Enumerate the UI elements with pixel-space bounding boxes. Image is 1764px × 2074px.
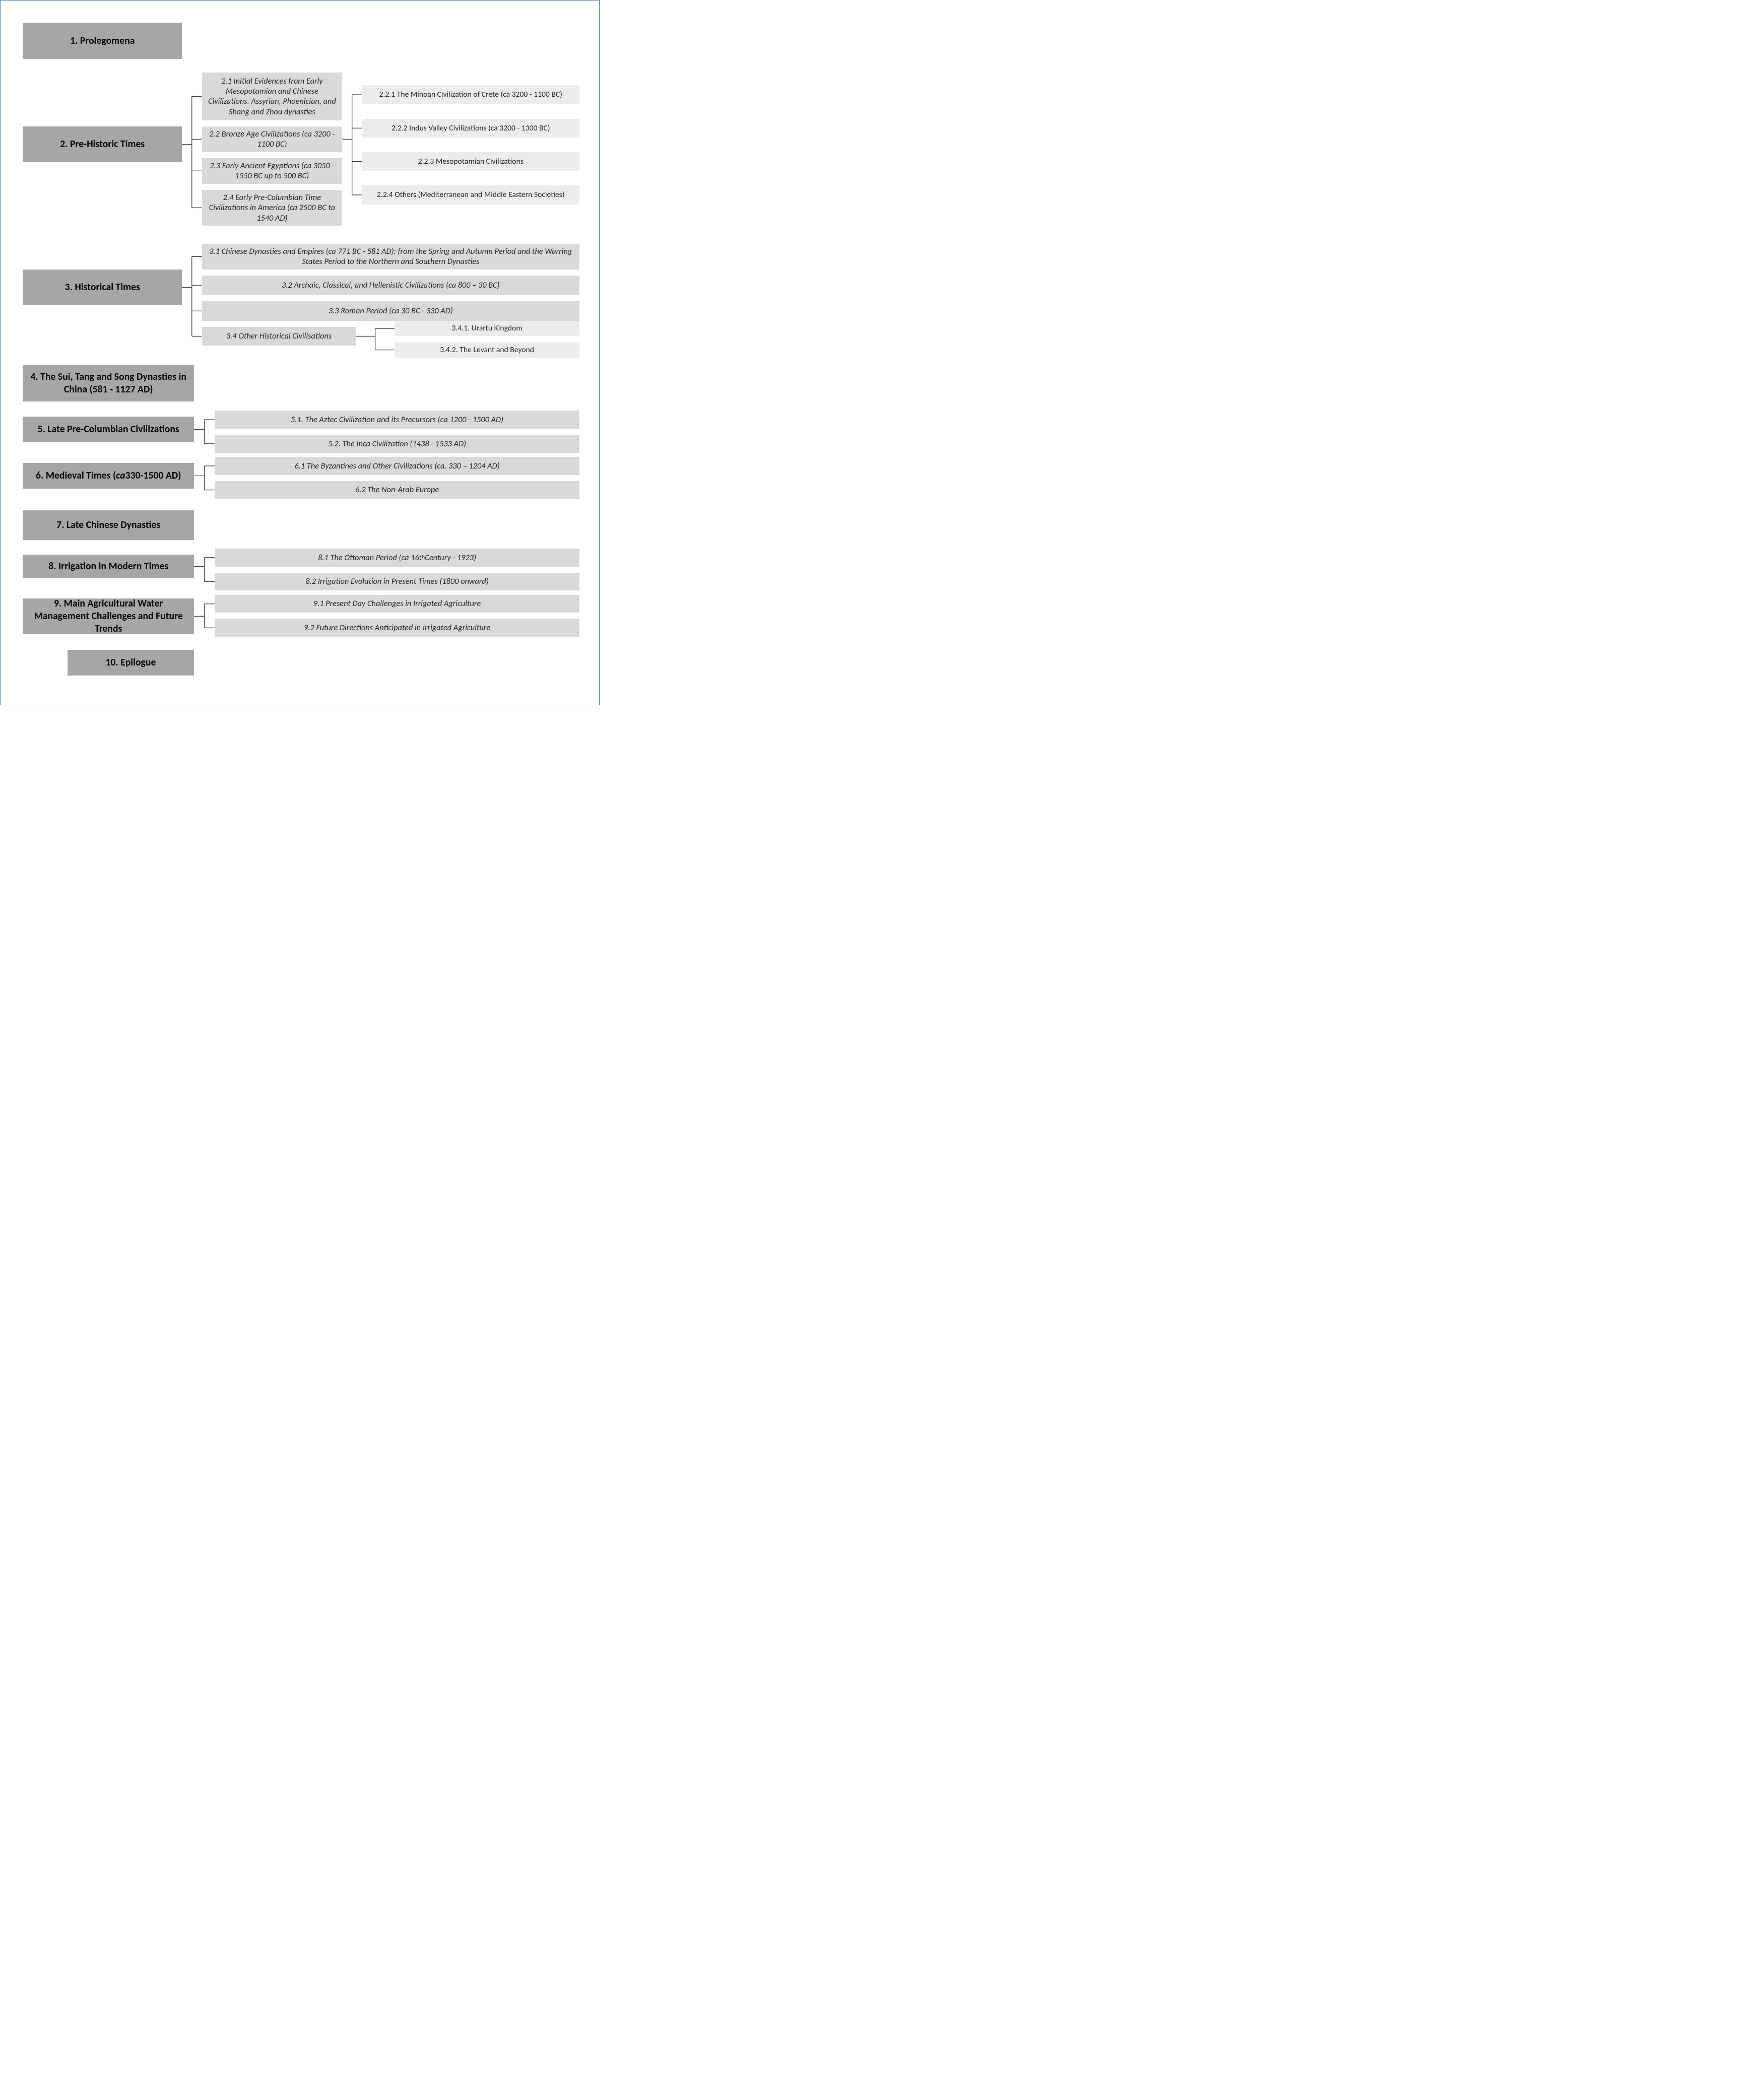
node-n8: 8. Irrigation in Modern Times (23, 555, 194, 579)
node-n221: 2.2.1 The Minoan Civilization of Crete (… (362, 85, 579, 104)
node-n4: 4. The Sui, Tang and Song Dynasties in C… (23, 365, 194, 401)
node-n32: 3.2 Archaic, Classical, and Hellenistic … (202, 276, 580, 295)
connector-n6 (194, 466, 215, 490)
node-n223: 2.2.3 Mesopotamian Civilizations (362, 152, 579, 171)
node-n222: 2.2.2 Indus Valley Civilizations (ca 320… (362, 119, 579, 138)
node-n6: 6. Medieval Times (ca 330-1500 AD) (23, 463, 194, 489)
node-n22: 2.2 Bronze Age Civilizations (ca 3200 - … (202, 126, 343, 152)
node-n61: 6.1 The Byzantines and Other Civilizatio… (215, 457, 579, 475)
node-n82: 8.2 Irrigation Evolution in Present Time… (215, 573, 579, 591)
node-n7: 7. Late Chinese Dynasties (23, 510, 194, 541)
node-n2: 2. Pre-Historic Times (23, 126, 182, 162)
node-n3: 3. Historical Times (23, 270, 182, 305)
connector-n8 (194, 558, 215, 582)
connector-n34 (356, 328, 395, 350)
node-n21: 2.1 Initial Evidences from Early Mesopot… (202, 73, 343, 120)
connector-n5 (194, 420, 215, 444)
node-n52: 5.2. The Inca Civilization (1438 - 1533 … (215, 435, 579, 453)
node-n62: 6.2 The Non-Arab Europe (215, 481, 579, 499)
node-n1: 1. Prolegomena (23, 23, 182, 58)
node-n24: 2.4 Early Pre-Columbian Time Civilizatio… (202, 190, 343, 226)
node-n342: 3.4.2. The Levant and Beyond (395, 342, 579, 358)
node-n224: 2.2.4 Others (Mediterranean and Middle E… (362, 185, 579, 204)
node-n33: 3.3 Roman Period (ca 30 BC - 330 AD) (202, 301, 580, 321)
node-n10: 10. Epilogue (68, 650, 194, 676)
node-n31: 3.1 Chinese Dynasties and Empires (ca 77… (202, 244, 580, 270)
node-n92: 9.2 Future Directions Anticipated in Irr… (215, 619, 579, 637)
node-n34: 3.4 Other Historical Civilisations (202, 327, 356, 346)
connector-n9 (194, 604, 215, 628)
connector-n2 (182, 96, 202, 208)
connector-n3 (182, 256, 202, 336)
node-n9: 9. Main Agricultural Water Management Ch… (23, 598, 194, 634)
node-n341: 3.4.1. Urartu Kingdom (395, 321, 579, 337)
connector-n22 (342, 95, 362, 195)
node-n5: 5. Late Pre-Columbian Civilizations (23, 417, 194, 442)
node-n51: 5.1. The Aztec Civilization and its Prec… (215, 411, 579, 429)
diagram-canvas: 1. Prolegomena 2. Pre-Historic Times 2.1 I… (0, 0, 600, 705)
node-n91: 9.1 Present Day Challenges in Irrigated … (215, 595, 579, 613)
node-n23: 2.3 Early Ancient Egyptians (ca 3050 - 1… (202, 158, 343, 184)
node-n81: 8.1 The Ottoman Period (ca 16th Century … (215, 549, 579, 567)
